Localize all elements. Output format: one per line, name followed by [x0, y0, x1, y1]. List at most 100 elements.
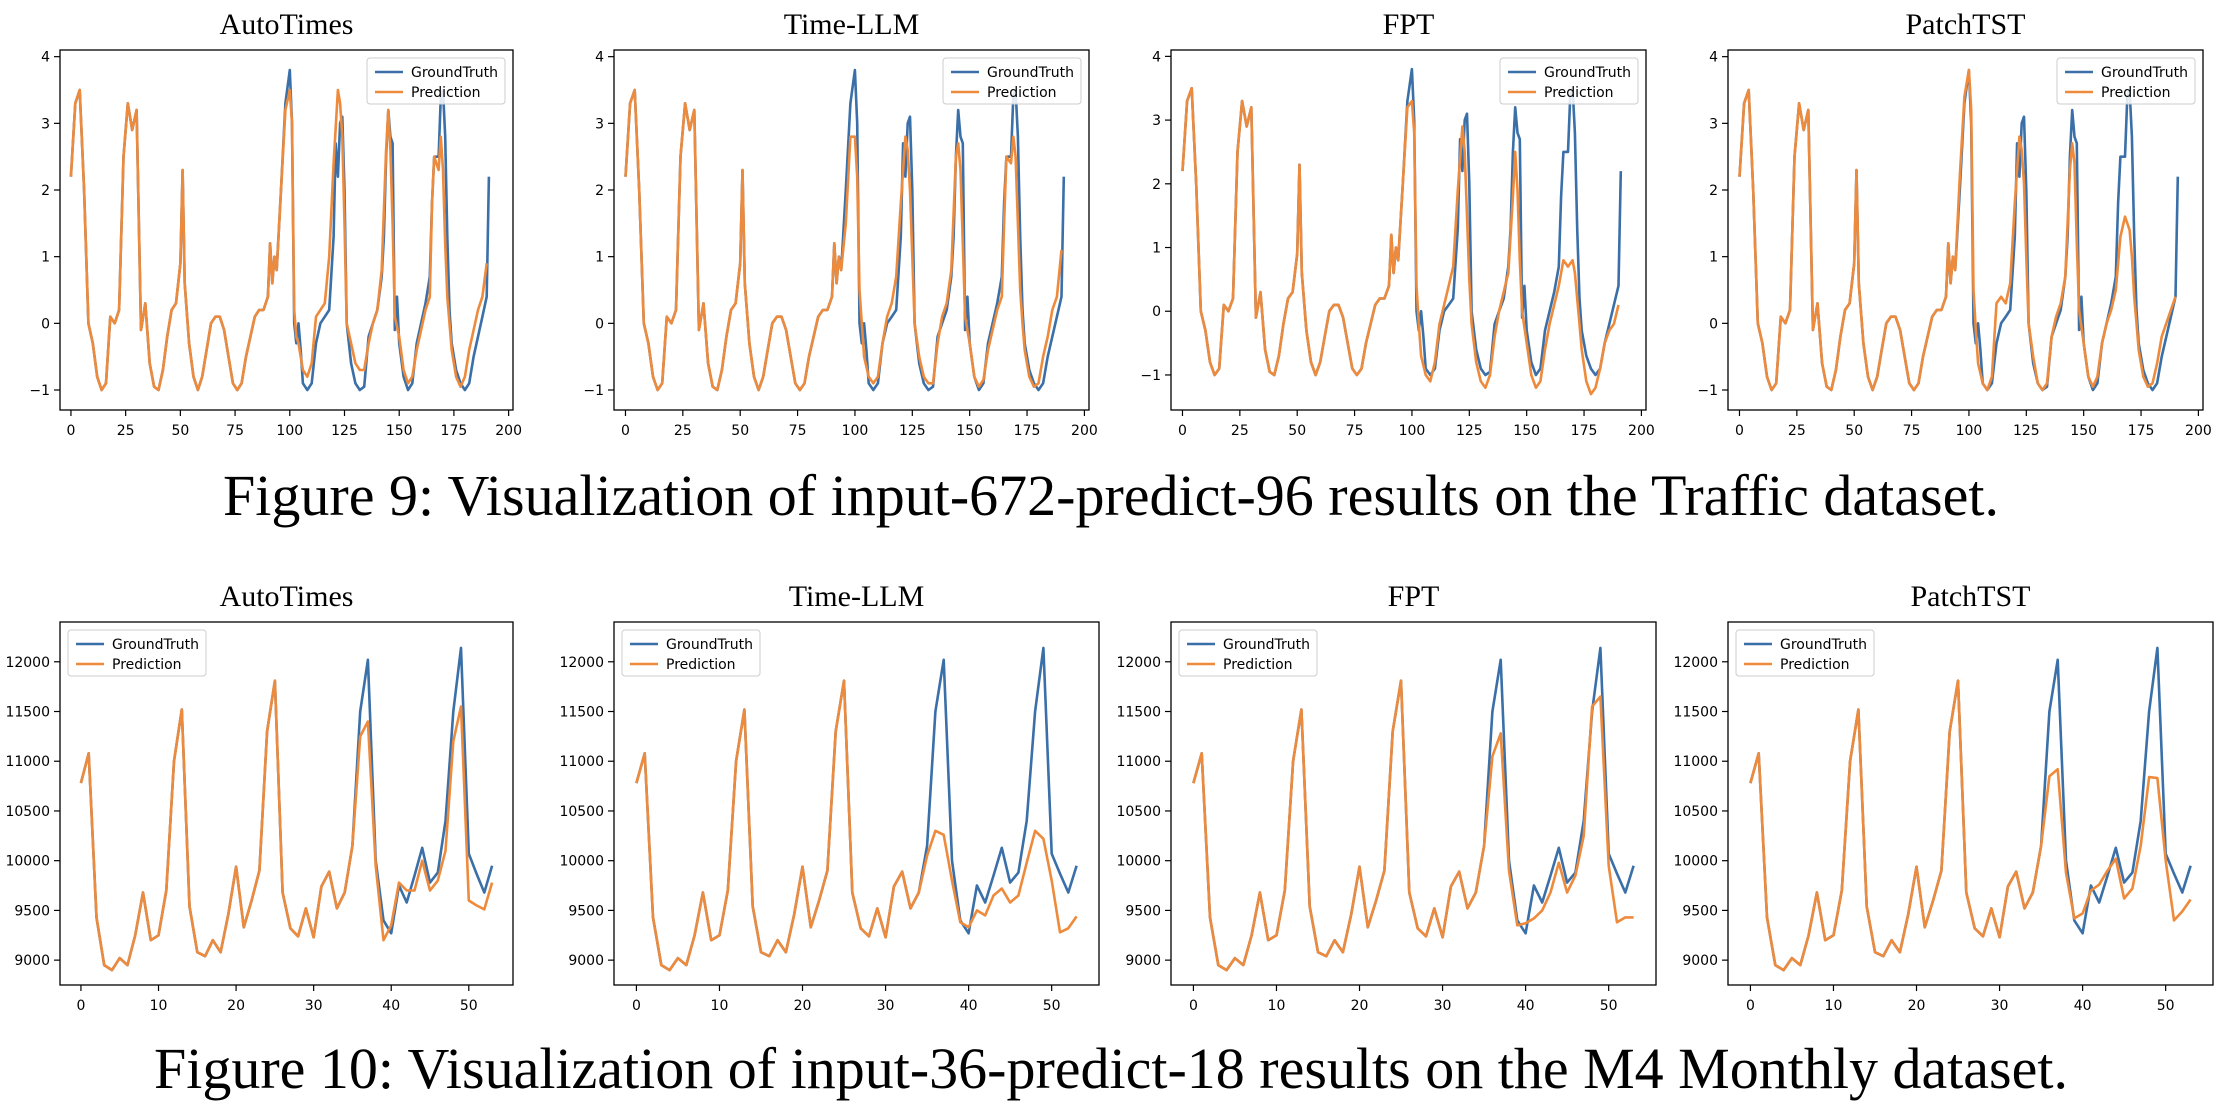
x-tick-label: 75 [1346, 423, 1364, 439]
legend-label: GroundTruth [987, 65, 1074, 81]
prediction-line [79, 679, 494, 972]
x-tick-label: 75 [226, 423, 244, 439]
y-tick-label: 10000 [1673, 854, 1718, 870]
groundtruth-line [635, 646, 1078, 972]
groundtruth-line [79, 646, 494, 972]
y-tick-label: 9000 [1125, 953, 1161, 969]
legend: GroundTruth Prediction [621, 629, 761, 677]
x-tick-label: 40 [1517, 998, 1535, 1014]
x-tick-label: 10 [711, 998, 729, 1014]
chart-panel: AutoTimes 0 10 20 30 40 50 9000 9500 10000 10500 11… [5, 580, 514, 1014]
x-tick-label: 30 [305, 998, 323, 1014]
x-tick-label: 100 [1956, 423, 1983, 439]
y-tick-label: 9500 [1125, 903, 1161, 919]
x-tick-label: 20 [1908, 998, 1926, 1014]
x-tick-label: 0 [1746, 998, 1755, 1014]
x-tick-label: 125 [2013, 423, 2040, 439]
axes-frame [59, 49, 514, 411]
y-tick-label: 0 [1152, 304, 1161, 320]
y-tick-label: 10000 [559, 854, 604, 870]
x-tick-label: 175 [1571, 423, 1598, 439]
prediction-line [1749, 679, 2192, 972]
chart-title: Time-LLM [784, 8, 920, 41]
x-tick-label: 0 [76, 998, 85, 1014]
y-tick-label: 1 [1709, 250, 1718, 266]
x-tick-label: 50 [2157, 998, 2175, 1014]
legend-label: GroundTruth [1780, 637, 1867, 653]
y-tick-label: 2 [595, 183, 604, 199]
y-tick-label: −1 [1697, 383, 1718, 399]
prediction-line [1192, 679, 1634, 972]
legend-label: Prediction [112, 657, 182, 673]
y-tick-label: 3 [1152, 113, 1161, 129]
x-tick-label: 200 [2185, 423, 2212, 439]
y-tick-label: 10500 [1673, 804, 1718, 820]
x-tick-label: 30 [1434, 998, 1452, 1014]
chart-panel: AutoTimes 0 25 50 75 100 125 150 175 200 −1 0 1 2 3 4 Gr… [29, 8, 522, 439]
legend-label: Prediction [2101, 85, 2171, 101]
x-tick-label: 40 [382, 998, 400, 1014]
y-tick-label: 4 [1709, 50, 1718, 66]
x-tick-label: 50 [171, 423, 189, 439]
y-tick-label: 10000 [5, 854, 50, 870]
chart-panel: PatchTST 0 10 20 30 40 50 9000 9500 10000 10500 110… [1673, 580, 2214, 1014]
x-tick-label: 100 [1399, 423, 1426, 439]
legend-label: GroundTruth [2101, 65, 2188, 81]
y-tick-label: 9500 [568, 903, 604, 919]
prediction-line [635, 679, 1078, 972]
chart-title: AutoTimes [220, 580, 354, 613]
y-tick-label: 12000 [559, 655, 604, 671]
y-tick-label: 1 [41, 250, 50, 266]
x-tick-label: 20 [794, 998, 812, 1014]
legend-label: Prediction [411, 85, 481, 101]
y-tick-label: 4 [1152, 49, 1161, 65]
axes-frame [1170, 621, 1657, 986]
x-tick-label: 25 [674, 423, 692, 439]
chart-title: AutoTimes [220, 8, 354, 41]
legend: GroundTruth Prediction [1499, 57, 1639, 105]
x-tick-label: 20 [227, 998, 245, 1014]
y-tick-label: 3 [595, 116, 604, 132]
y-tick-label: 11500 [1116, 705, 1161, 721]
y-tick-label: 11500 [559, 705, 604, 721]
axes-frame [613, 621, 1100, 986]
x-tick-label: 0 [1178, 423, 1187, 439]
chart-panel: FPT 0 10 20 30 40 50 9000 9500 10000 10500 11000 115… [1116, 580, 1657, 1014]
y-tick-label: 4 [595, 50, 604, 66]
x-tick-label: 75 [1903, 423, 1921, 439]
y-tick-label: 12000 [1116, 655, 1161, 671]
chart-title: PatchTST [1906, 8, 2026, 41]
y-tick-label: 10000 [1116, 854, 1161, 870]
x-tick-label: 50 [1288, 423, 1306, 439]
legend: GroundTruth Prediction [1735, 629, 1875, 677]
prediction-line [624, 88, 1063, 392]
prediction-line [1181, 86, 1620, 396]
y-tick-label: 11500 [5, 705, 50, 721]
x-tick-label: 50 [1600, 998, 1618, 1014]
legend-label: GroundTruth [666, 637, 753, 653]
legend-label: GroundTruth [411, 65, 498, 81]
x-tick-label: 0 [66, 423, 75, 439]
figure-9-caption: Figure 9: Visualization of input-672-pre… [223, 463, 1999, 528]
x-tick-label: 25 [1231, 423, 1249, 439]
y-tick-label: 11000 [1673, 754, 1718, 770]
y-tick-label: 3 [1709, 116, 1718, 132]
prediction-line [69, 88, 488, 392]
x-tick-label: 40 [2074, 998, 2092, 1014]
figure-10-caption: Figure 10: Visualization of input-36-pre… [154, 1036, 2068, 1101]
y-tick-label: 9000 [568, 953, 604, 969]
x-tick-label: 0 [1189, 998, 1198, 1014]
x-tick-label: 150 [2070, 423, 2097, 439]
x-tick-label: 50 [460, 998, 478, 1014]
chart-panel: Time-LLM 0 25 50 75 100 125 150 175 200 −1 0 1 2 3 4 Gro… [583, 8, 1097, 439]
x-tick-label: 30 [1991, 998, 2009, 1014]
y-tick-label: 11000 [5, 754, 50, 770]
y-tick-label: 10500 [1116, 804, 1161, 820]
legend-label: Prediction [1544, 85, 1614, 101]
x-tick-label: 40 [960, 998, 978, 1014]
x-tick-label: 150 [956, 423, 983, 439]
y-tick-label: 10500 [559, 804, 604, 820]
y-tick-label: 2 [1152, 177, 1161, 193]
y-tick-label: 11000 [559, 754, 604, 770]
